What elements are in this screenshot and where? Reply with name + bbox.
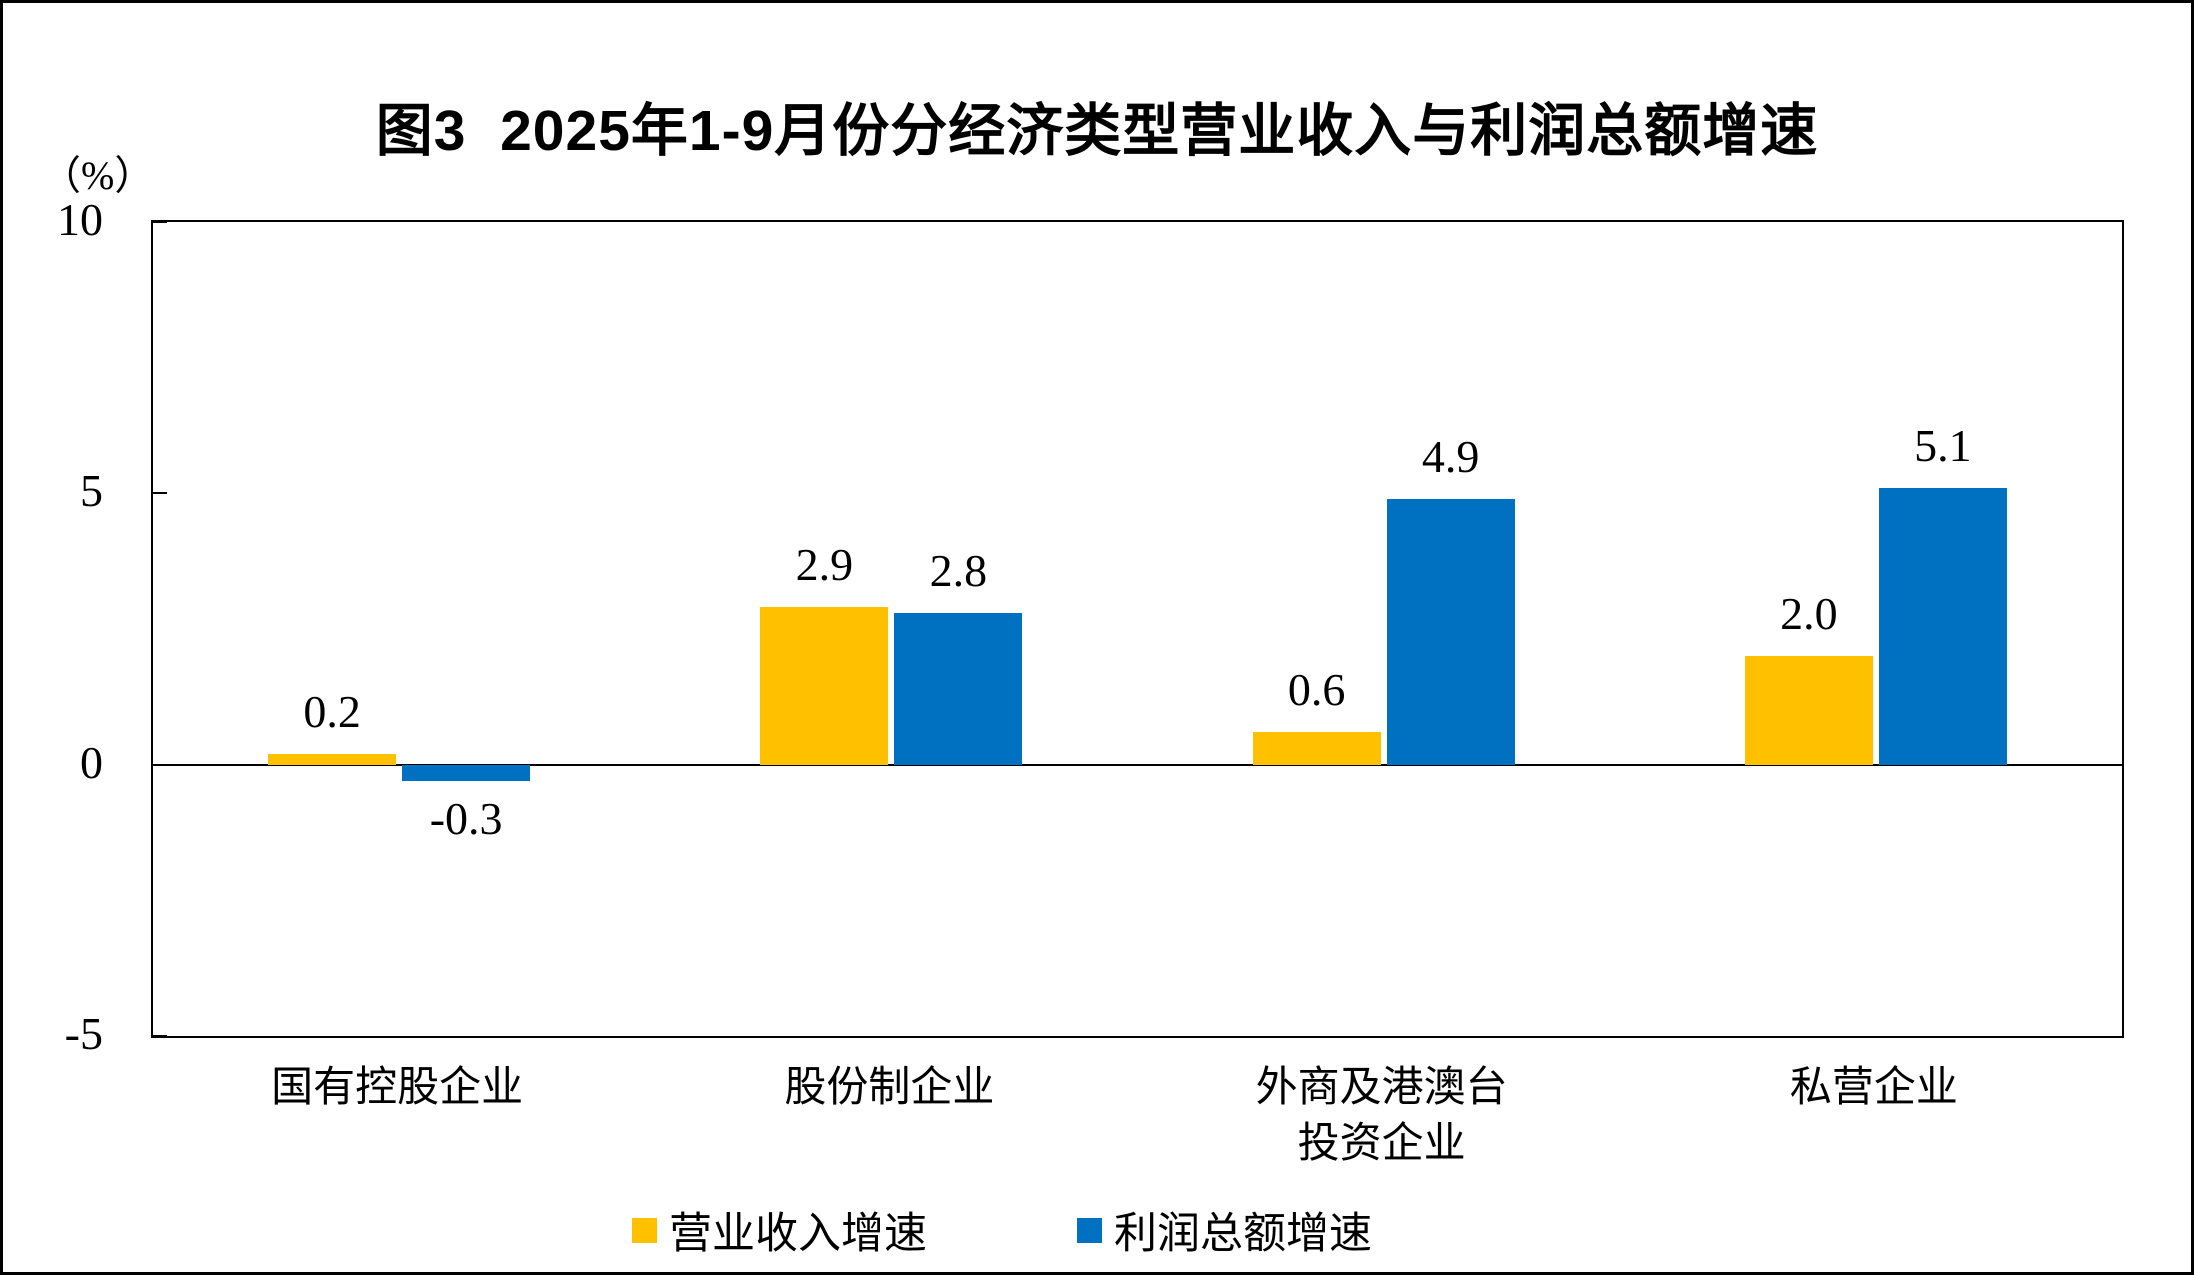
y-axis-tick (153, 221, 167, 223)
bar-series1-group2 (1386, 498, 1515, 765)
legend-label-profit: 利润总额增速 (1114, 1211, 1372, 1258)
y-tick-label: -5 (64, 1008, 103, 1059)
x-category-label-line: 外商及港澳台 (1255, 1065, 1508, 1111)
legend-label-revenue: 营业收入增速 (669, 1211, 927, 1258)
y-axis-tick (153, 1035, 167, 1037)
bar-series0-group2 (1252, 732, 1381, 765)
bar-series0-group1 (760, 607, 889, 765)
bar-series1-group0 (402, 764, 531, 781)
plot-area: 0.2 -0.3 2.9 2.8 0.6 4.9 2.0 5.1 (151, 220, 2124, 1038)
y-tick-label: 5 (80, 465, 103, 517)
bar-chart: 图3 2025年1-9月份分经济类型营业收入与利润总额增速 （%） 0.2 -0.… (3, 3, 2191, 1272)
y-axis-unit-label: （%） (41, 153, 155, 198)
legend-item-profit: 利润总额增速 (1077, 1199, 1372, 1261)
value-label: 0.6 (1287, 664, 1346, 716)
value-label: 2.9 (795, 539, 854, 591)
x-category-label: 股份制企业 (639, 1060, 1139, 1116)
value-label: 5.1 (1914, 419, 1972, 471)
value-label: 2.8 (929, 544, 988, 596)
y-axis-tick (153, 492, 167, 495)
value-label: 0.2 (303, 685, 361, 737)
x-category-label-line: 私营企业 (1789, 1065, 1958, 1111)
legend: 营业收入增速 利润总额增速 (0, 1199, 2096, 1261)
legend-item-revenue: 营业收入增速 (632, 1199, 927, 1261)
y-axis-tick (153, 763, 167, 766)
bar-series0-group3 (1744, 656, 1873, 765)
value-label: 2.0 (1780, 588, 1838, 640)
x-category-label-line: 股份制企业 (784, 1065, 995, 1111)
revenue-swatch-icon (632, 1217, 657, 1243)
y-tick-label: 10 (57, 194, 103, 245)
x-category-label: 私营企业 (1624, 1060, 2124, 1116)
profit-swatch-icon (1077, 1217, 1102, 1243)
y-tick-label: 0 (80, 736, 103, 788)
zero-gridline (153, 763, 2122, 766)
x-category-label-line: 投资企业 (1297, 1121, 1466, 1167)
x-category-label-line: 国有控股企业 (271, 1065, 524, 1111)
bar-series1-group3 (1878, 487, 2007, 765)
chart-title: 图3 2025年1-9月份分经济类型营业收入与利润总额增速 (375, 99, 1819, 163)
bar-series1-group1 (894, 612, 1023, 765)
bar-series0-group0 (268, 753, 397, 765)
value-label: -0.3 (429, 792, 503, 844)
x-category-label: 国有控股企业 (147, 1060, 647, 1116)
x-category-label: 外商及港澳台 投资企业 (1132, 1060, 1632, 1172)
value-label: 4.9 (1421, 430, 1480, 482)
